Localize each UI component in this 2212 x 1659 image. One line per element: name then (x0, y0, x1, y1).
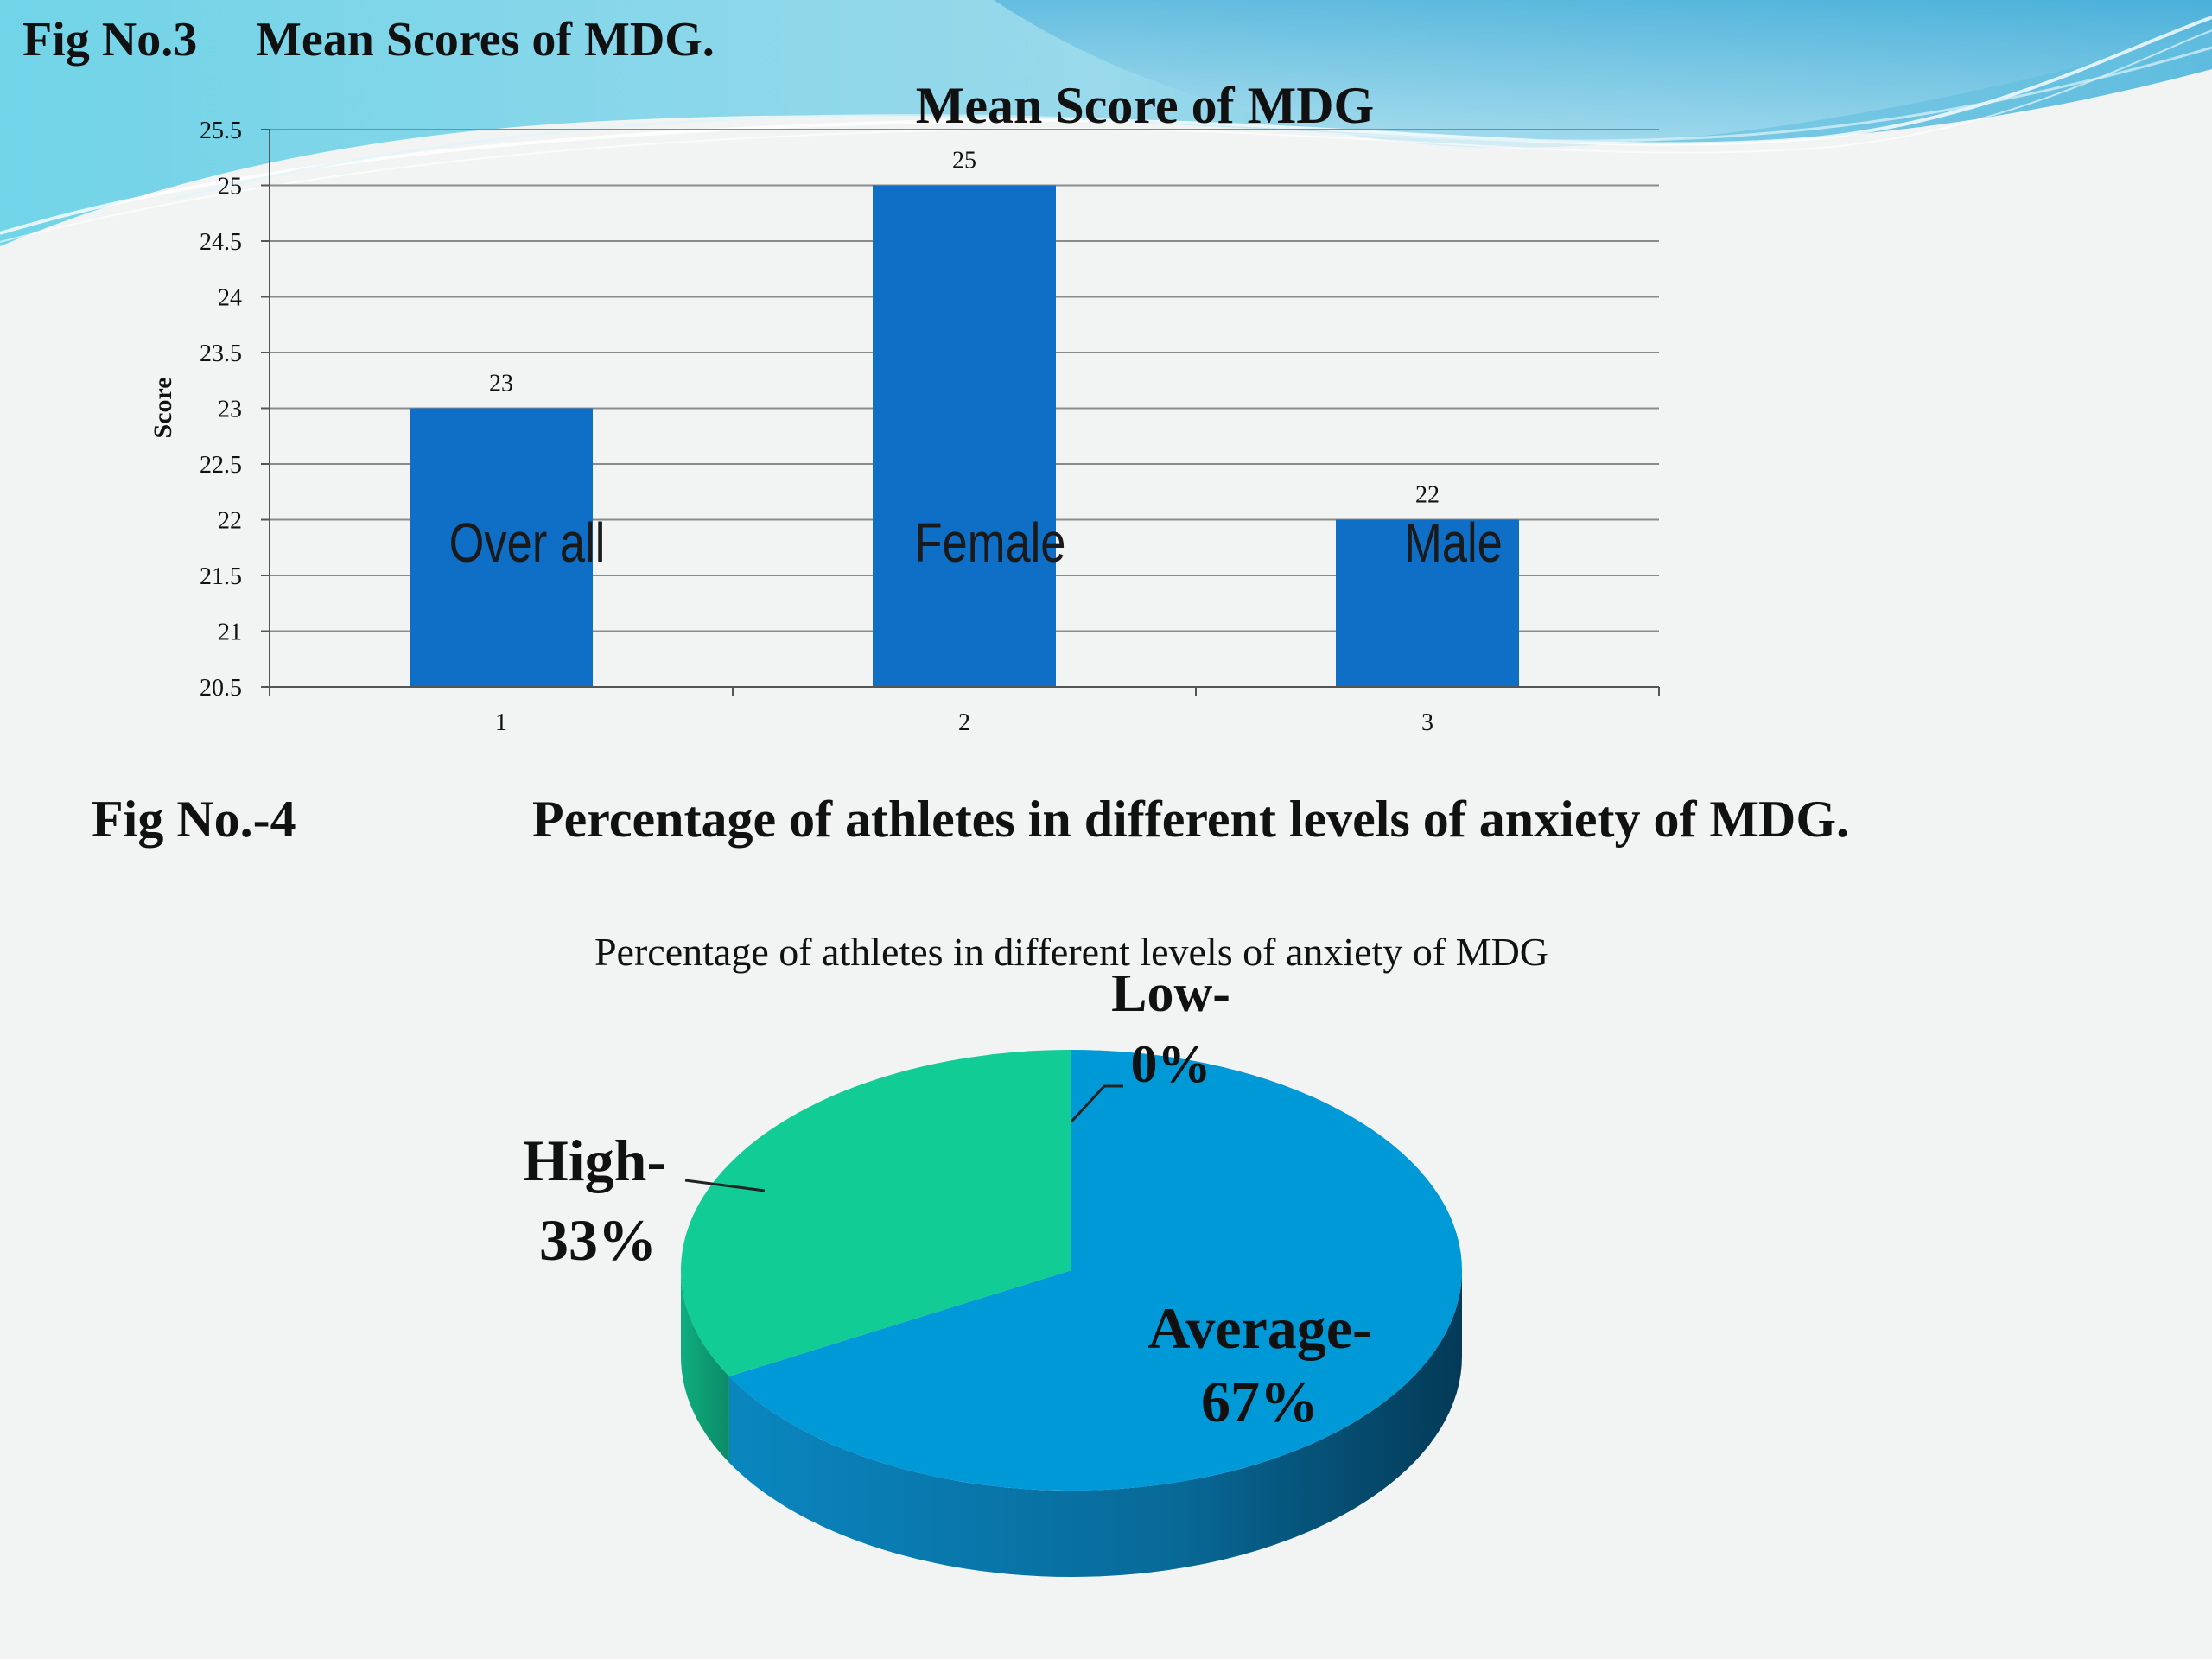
fig4-number: Fig No.-4 (92, 791, 296, 848)
bar-data-label: 23 (489, 371, 513, 397)
y-tick-label: 22.5 (200, 452, 242, 479)
x-tick-label: 1 (495, 709, 507, 736)
pie-title: Percentage of athletes in different leve… (594, 930, 1548, 974)
pie-label-low-value: 0% (1131, 1035, 1211, 1094)
y-tick-label: 24 (218, 285, 242, 312)
x-tick-label: 3 (1421, 709, 1433, 736)
pie-label-high-name: High- (523, 1128, 666, 1193)
fig3-number: Fig No.3 (22, 13, 198, 67)
pie-label-average-value: 67% (1201, 1369, 1319, 1434)
pie-label-low-name: Low- (1111, 964, 1230, 1023)
y-tick-label: 21.5 (200, 563, 242, 590)
bars: 23 Over all 25 Female 22 Male (410, 148, 1519, 687)
pie-leader-low (1070, 1084, 1123, 1123)
pie-slice (680, 1050, 1071, 1376)
fig4-caption: Percentage of athletes in different leve… (532, 791, 1850, 848)
pie-label-high-value: 33% (539, 1207, 657, 1273)
x-tick-label: 2 (958, 709, 970, 736)
x-axis: 1 2 3 (269, 686, 1660, 736)
pie-body (680, 1050, 1463, 1578)
bar (1336, 519, 1519, 687)
bar (410, 408, 593, 687)
y-tick-label: 23 (218, 397, 242, 423)
y-axis-label: Score (149, 377, 177, 438)
y-tick-label: 21 (218, 620, 242, 646)
fig3-caption: Mean Scores of MDG. (256, 13, 715, 67)
pie-slice-side (728, 1270, 1462, 1578)
bar-category-label: Over all (449, 512, 606, 574)
pie-label-average-name: Average- (1147, 1295, 1371, 1361)
pie-slice (728, 1050, 1463, 1491)
pie-slice-side (681, 1270, 729, 1463)
y-tick-label: 24.5 (200, 229, 242, 256)
y-tick-label: 20.5 (200, 675, 242, 702)
y-tick-label: 25.5 (200, 118, 242, 144)
pie-labels: Low- 0% Average- 67% High- 33% (523, 964, 1372, 1434)
bar-chart: Mean Score of MDG 20.52121.52222.52323.5… (149, 77, 1660, 736)
y-axis-tick-labels: 20.5 21 21.5 22 22.5 23 23.5 24 24.5 25 25.5 (200, 118, 242, 702)
bar-category-label: Male (1404, 512, 1503, 574)
bar-data-label: 22 (1415, 482, 1440, 509)
chart-title: Mean Score of MDG (916, 77, 1374, 134)
pie-leader-high (684, 1179, 766, 1192)
bar-data-label: 25 (952, 148, 976, 175)
y-tick-label: 23.5 (200, 340, 242, 367)
bar (873, 185, 1056, 687)
y-tick-label: 22 (218, 508, 242, 535)
bar-category-label: Female (915, 512, 1066, 574)
y-tick-label: 25 (218, 174, 242, 200)
